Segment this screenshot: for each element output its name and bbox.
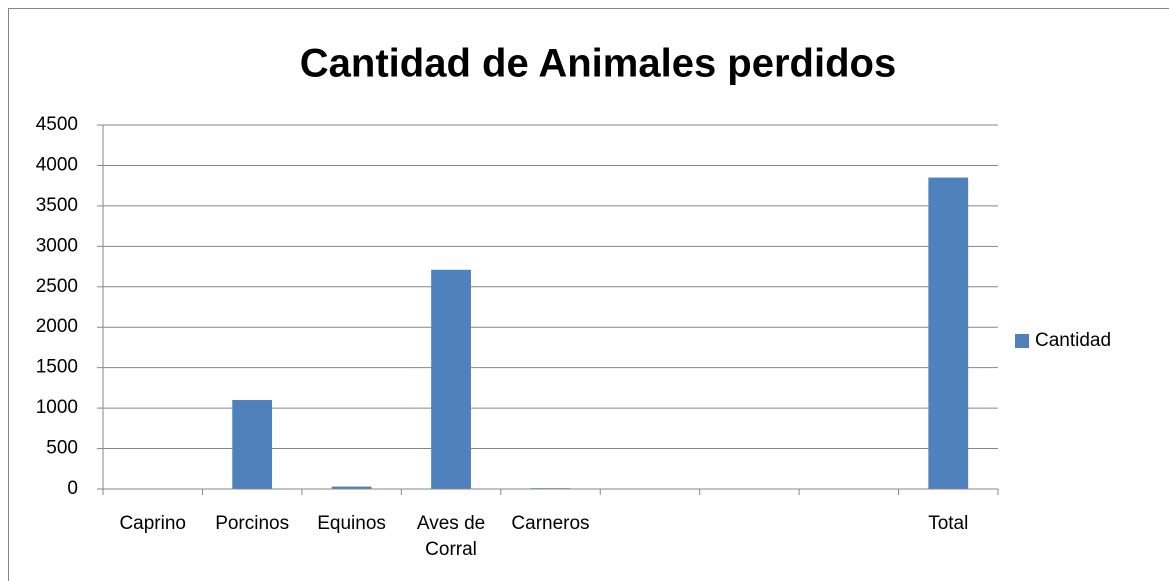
y-tick-label: 3500: [36, 195, 78, 216]
y-tick-label: 1500: [36, 357, 78, 378]
x-tick-label: Carneros: [511, 513, 590, 534]
x-tick-label: Total: [928, 513, 969, 534]
bar: [928, 177, 969, 490]
x-tick-label: Equinos: [317, 513, 386, 534]
legend-swatch: [1015, 334, 1029, 348]
legend-label: Cantidad: [1035, 330, 1111, 351]
bar: [232, 400, 273, 489]
y-tick-label: 1000: [36, 397, 78, 418]
bar: [431, 269, 471, 489]
bar: [331, 486, 372, 489]
x-tick-label: Caprino: [119, 513, 186, 534]
y-tick-label: 0: [67, 478, 78, 499]
y-tick-label: 2000: [36, 316, 78, 337]
chart-title: Cantidad de Animales perdidos: [300, 42, 896, 86]
y-tick-label: 3000: [36, 235, 78, 256]
x-tick-label: Aves de Corral: [416, 513, 486, 560]
y-tick-label: 500: [46, 438, 78, 459]
y-tick-label: 4500: [36, 114, 78, 135]
y-tick-label: 2500: [36, 276, 78, 297]
y-tick-label: 4000: [36, 154, 78, 175]
chart-border: [8, 8, 1169, 581]
x-tick-label: Porcinos: [215, 513, 290, 534]
